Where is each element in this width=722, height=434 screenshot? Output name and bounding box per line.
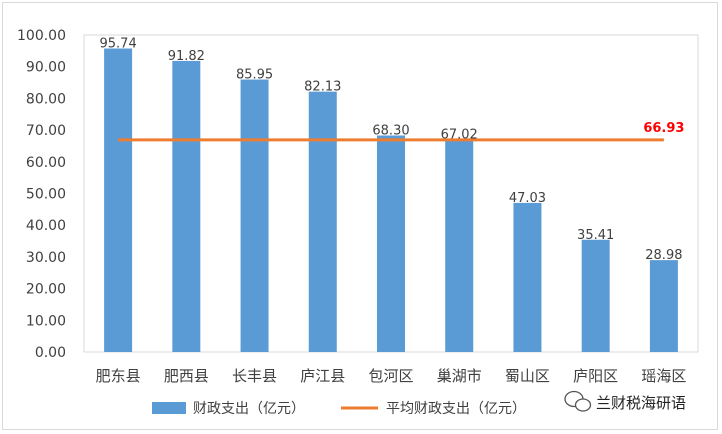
data-label: 67.02 (441, 128, 478, 143)
y-tick-label: 20.00 (26, 282, 66, 298)
x-tick-label: 肥东县 (96, 367, 141, 385)
legend-label-line: 平均财政支出（亿元） (386, 401, 526, 417)
average-line-series: 66.93 (118, 121, 684, 142)
legend: 财政支出（亿元） 平均财政支出（亿元） (152, 401, 526, 417)
data-label: 28.98 (645, 248, 682, 263)
bar (240, 79, 269, 352)
data-labels: 95.74 91.82 85.95 82.13 68.30 67.02 47.03 35.41… (100, 37, 683, 264)
data-label: 68.30 (372, 123, 409, 138)
data-label: 35.41 (577, 228, 614, 243)
bar (308, 91, 337, 353)
x-tick-label: 瑶海区 (641, 367, 686, 385)
chart-frame (2, 2, 718, 430)
data-label: 82.13 (304, 80, 341, 95)
data-label: 47.03 (509, 191, 546, 206)
y-tick-label: 50.00 (26, 187, 66, 203)
y-tick-label: 70.00 (26, 123, 66, 139)
bar (172, 60, 201, 352)
data-label: 95.74 (100, 37, 137, 52)
y-tick-label: 30.00 (26, 250, 66, 266)
bar (104, 48, 133, 352)
y-tick-label: 10.00 (26, 313, 66, 329)
y-tick-label: 100.00 (17, 28, 66, 44)
bar (649, 260, 678, 352)
average-data-label: 66.93 (643, 121, 684, 136)
wechat-icon (564, 390, 592, 412)
x-tick-label: 包河区 (368, 367, 413, 385)
bar (513, 202, 542, 352)
legend-label-bar: 财政支出（亿元） (193, 401, 305, 417)
y-tick-label: 0.00 (35, 345, 66, 361)
bar (377, 135, 405, 352)
watermark-text: 兰财税海研语 (596, 394, 686, 412)
y-tick-label: 90.00 (26, 60, 66, 76)
data-label: 85.95 (236, 68, 273, 83)
y-tick-label: 60.00 (26, 155, 66, 171)
x-tick-label: 蜀山区 (505, 367, 550, 385)
bar (581, 239, 610, 352)
x-tick-label: 庐阳区 (573, 367, 618, 385)
legend-swatch-bar (152, 402, 186, 414)
x-tick-label: 巢湖市 (437, 367, 482, 385)
data-label: 91.82 (168, 49, 205, 64)
y-tick-label: 80.00 (26, 91, 66, 107)
y-tick-label: 40.00 (26, 218, 66, 234)
x-tick-label: 庐江县 (300, 367, 345, 385)
bar-series (104, 48, 678, 353)
watermark: 兰财税海研语 (564, 390, 686, 412)
x-axis: 肥东县 肥西县 长丰县 庐江县 包河区 巢湖市 蜀山区 庐阳区 瑶海区 (96, 367, 687, 385)
y-axis: 0.00 10.00 20.00 30.00 40.00 50.00 60.00 70.00 8… (17, 28, 66, 361)
x-tick-label: 长丰县 (232, 367, 277, 385)
x-tick-label: 肥西县 (164, 367, 209, 385)
bar (445, 139, 474, 352)
